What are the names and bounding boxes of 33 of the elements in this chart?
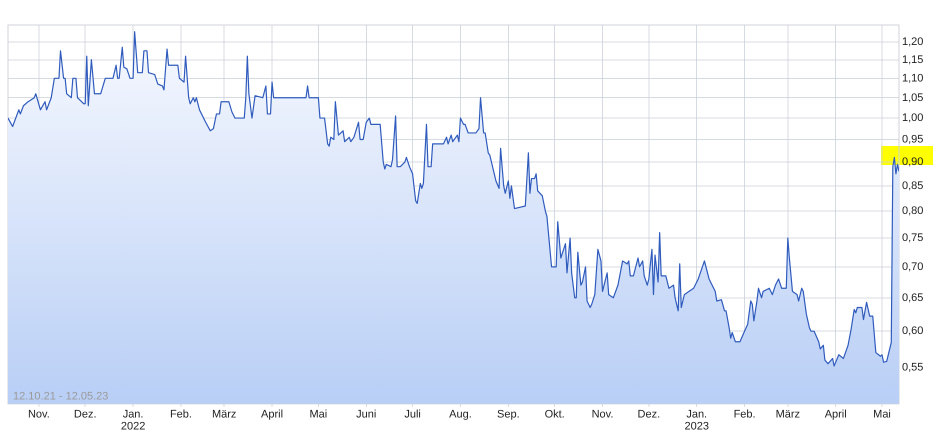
y-tick-label: 0,80 <box>902 205 924 218</box>
x-tick-label: Mai <box>873 408 891 421</box>
x-tick-label: April <box>261 408 284 421</box>
y-tick-label: 1,05 <box>902 92 924 104</box>
x-tick-label: Juli <box>404 408 421 421</box>
y-tick-label: 1,15 <box>902 54 924 66</box>
x-tick-label: Mai <box>310 408 328 421</box>
y-tick-label: 0,65 <box>902 292 924 304</box>
x-tick-label: März <box>212 408 236 421</box>
x-tick-label: Nov. <box>28 408 50 421</box>
y-tick-label: 0,70 <box>902 260 924 273</box>
x-tick-label: Feb. <box>170 408 192 421</box>
y-tick-label: 0,55 <box>902 361 924 374</box>
y-tick-label: 1,00 <box>902 112 924 124</box>
y-tick-label: 0,85 <box>902 180 924 192</box>
x-tick-label: Jan. 2023 <box>684 408 709 432</box>
x-tick-label: März <box>776 408 800 421</box>
x-tick-label: Dez. <box>74 408 97 421</box>
x-tick-label: Nov. <box>592 408 614 421</box>
x-tick-label: April <box>824 408 847 421</box>
y-tick-label: 0,75 <box>902 232 924 244</box>
annotation: 12.10.21 - 12.05.23 <box>13 390 108 402</box>
y-tick-label: 0,60 <box>902 325 924 338</box>
x-tick-label: Aug. <box>449 408 472 421</box>
y-tick-label: 1,10 <box>902 72 924 84</box>
x-tick-label: Feb. <box>734 408 756 421</box>
x-tick-label: Dez. <box>638 408 660 421</box>
x-tick-label: Sep. <box>497 408 520 421</box>
y-tick-label: 1,20 <box>902 36 924 48</box>
x-tick-label: Okt. <box>544 408 565 421</box>
x-tick-label: Jan. 2022 <box>120 408 146 432</box>
y-tick-label: 0,95 <box>902 134 924 146</box>
x-tick-label: Juni <box>356 408 376 421</box>
